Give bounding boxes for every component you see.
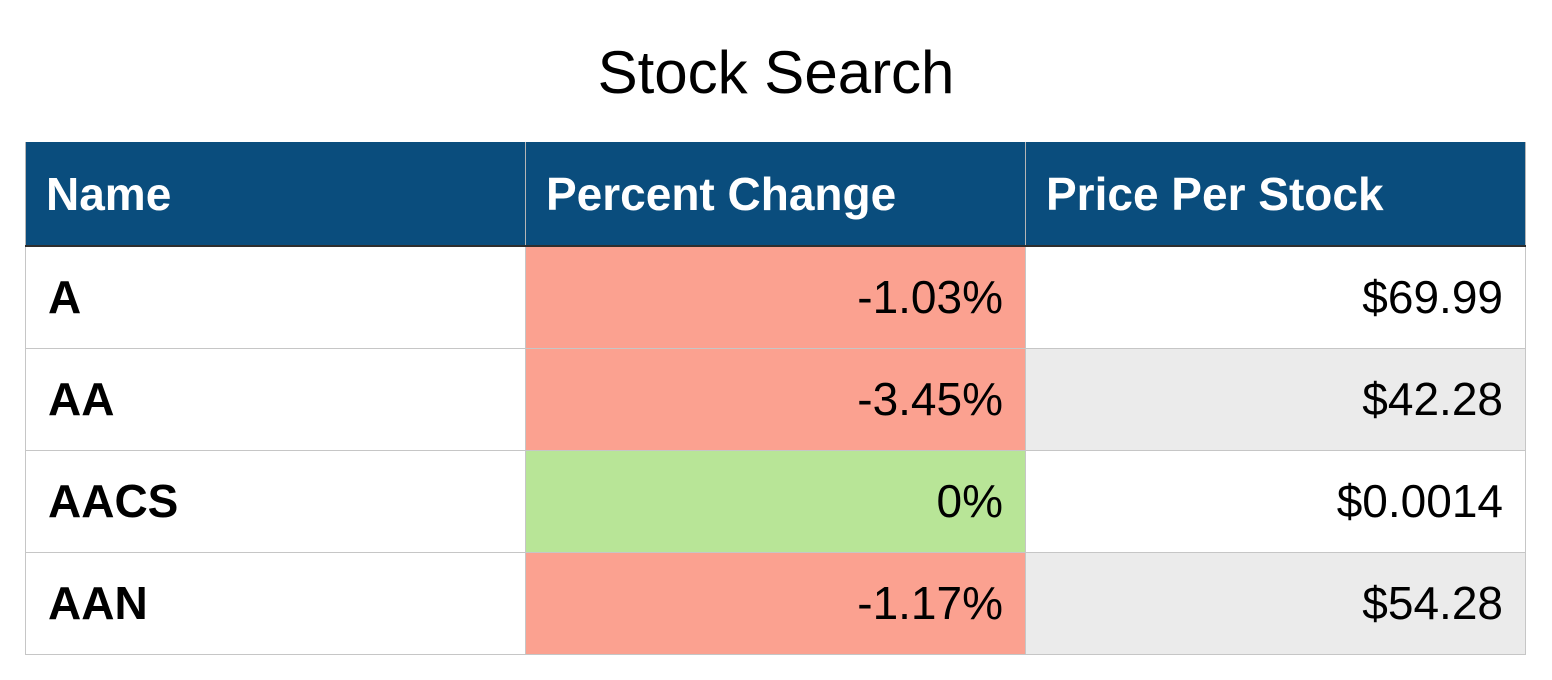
table-row[interactable]: AAN -1.17% $54.28 — [25, 551, 1526, 655]
table-header: Name Percent Change Price Per Stock — [25, 142, 1526, 247]
price-cell: $54.28 — [1025, 551, 1526, 655]
column-header-name[interactable]: Name — [25, 142, 526, 247]
stock-name-cell[interactable]: A — [25, 245, 526, 349]
header-row: Name Percent Change Price Per Stock — [25, 142, 1526, 247]
page-title: Stock Search — [597, 39, 955, 106]
price-cell: $69.99 — [1025, 245, 1526, 349]
percent-change-cell: -1.03% — [525, 245, 1026, 349]
percent-change-cell: -3.45% — [525, 347, 1026, 451]
stock-name-cell[interactable]: AACS — [25, 449, 526, 553]
price-cell: $42.28 — [1025, 347, 1526, 451]
column-header-percent-change[interactable]: Percent Change — [525, 142, 1026, 247]
percent-change-cell: -1.17% — [525, 551, 1026, 655]
stock-table: Name Percent Change Price Per Stock A -1… — [25, 142, 1526, 655]
table-body: A -1.03% $69.99 AA -3.45% $42.28 AACS 0%… — [25, 245, 1526, 655]
column-header-price-per-stock[interactable]: Price Per Stock — [1025, 142, 1526, 247]
stock-name-cell[interactable]: AAN — [25, 551, 526, 655]
stock-name-cell[interactable]: AA — [25, 347, 526, 451]
table-row[interactable]: A -1.03% $69.99 — [25, 245, 1526, 349]
percent-change-cell: 0% — [525, 449, 1026, 553]
table-row[interactable]: AACS 0% $0.0014 — [25, 449, 1526, 553]
table-row[interactable]: AA -3.45% $42.28 — [25, 347, 1526, 451]
price-cell: $0.0014 — [1025, 449, 1526, 553]
